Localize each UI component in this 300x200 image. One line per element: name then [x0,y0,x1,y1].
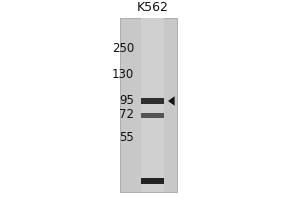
Bar [140,178,164,184]
Bar [120,18,176,192]
Text: 130: 130 [112,68,134,81]
Polygon shape [168,96,175,106]
Text: 95: 95 [119,94,134,107]
Bar [140,98,164,104]
Text: 250: 250 [112,42,134,55]
Text: 55: 55 [119,131,134,144]
Text: K562: K562 [136,1,168,14]
Bar [140,113,164,118]
Text: 72: 72 [119,108,134,121]
Bar [140,18,164,192]
